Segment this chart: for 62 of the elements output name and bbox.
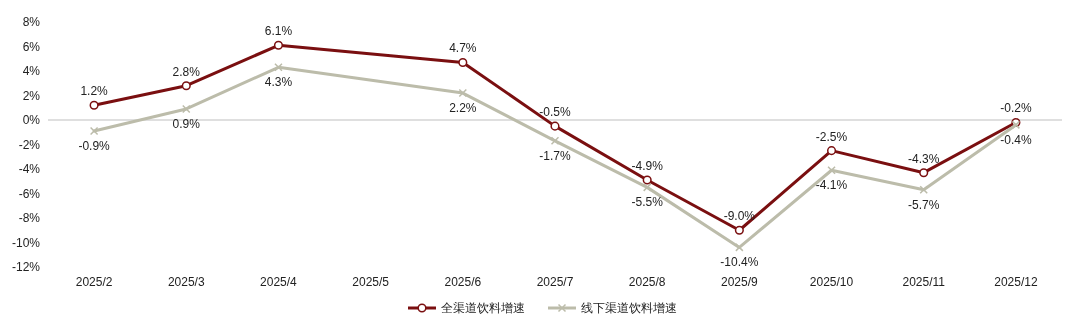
data-label: 0.9% [172,116,201,131]
y-tick-label: 6% [22,39,41,54]
y-tick-label: -4% [18,162,41,176]
data-label: -5.7% [908,197,940,212]
point [458,88,468,98]
point [642,183,652,192]
y-tick-label: -8% [18,211,41,225]
data-label: -4.1% [815,178,848,193]
data-label: 6.1% [264,24,293,39]
data-label: -4.9% [631,159,664,174]
y-tick-label: 0% [22,113,41,127]
x-tick-label: 2025/10 [809,275,854,289]
point [181,81,191,91]
point [827,165,836,175]
y-tick-label: -12% [11,260,41,274]
point [734,225,744,235]
x-tick-label: 2025/5 [352,275,390,289]
x-tick-label: 2025/2 [75,275,113,289]
point [89,126,99,136]
data-label: -1.7% [539,148,571,163]
point [550,121,560,131]
x-tick-label: 2025/3 [167,275,205,289]
x-tick-label: 2025/9 [721,275,759,289]
x-tick-label: 2025/12 [994,275,1038,289]
x-tick-label: 2025/6 [444,275,482,289]
point [274,63,283,72]
y-tick-label: 4% [22,64,41,78]
data-label: -4.3% [908,151,940,166]
data-label: -2.5% [815,129,848,144]
data-label: 4.3% [264,75,293,90]
data-label: -9.0% [723,209,756,224]
data-label: -0.2% [1000,101,1032,116]
point [273,40,284,50]
data-label: 1.2% [80,84,109,99]
y-tick-label: -2% [18,137,41,152]
point [919,185,928,195]
point [642,175,652,185]
data-label: 2.2% [449,101,477,116]
point [827,146,837,156]
x-tick-label: 2025/4 [260,275,298,289]
legend-label: 全渠道饮料增速 [441,301,525,315]
data-label: -5.5% [631,195,664,210]
legend-label: 线下渠道饮料增速 [581,301,677,315]
point [919,168,929,178]
point [89,100,99,110]
data-label: 2.8% [172,64,201,79]
y-tick-label: -6% [18,186,41,201]
point [550,136,560,146]
point [182,104,191,114]
point [735,243,744,252]
y-tick-label: 2% [22,88,41,103]
x-tick-label: 2025/7 [536,275,574,289]
point [458,57,468,67]
x-tick-label: 2025/8 [628,275,666,289]
x-tick-label: 2025/11 [902,275,946,289]
data-label: -10.4% [720,255,759,270]
data-label: -0.9% [78,139,111,154]
data-label: -0.5% [539,105,571,120]
data-label: -0.4% [1000,132,1032,147]
y-tick-label: -10% [11,235,41,250]
data-label: 4.7% [449,41,477,56]
y-tick-label: 8% [22,15,41,29]
